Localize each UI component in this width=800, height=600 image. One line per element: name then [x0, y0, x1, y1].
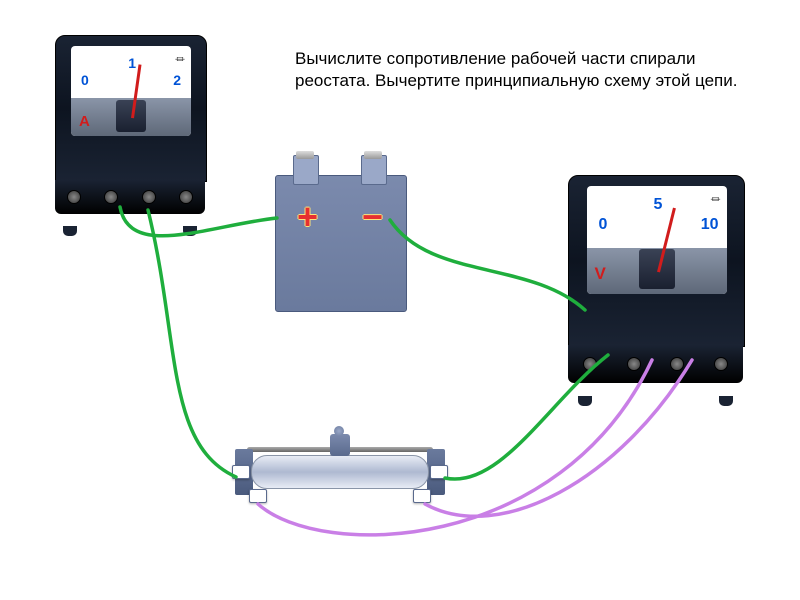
voltmeter-body: ⏛ 0 5 10 V [568, 175, 745, 347]
rheostat-slider [330, 434, 350, 456]
ammeter-scale-max: 2 [173, 72, 181, 88]
battery-minus-sign: − [362, 196, 383, 238]
rheostat-terminal [249, 489, 267, 503]
problem-text: Вычислите сопротивление рабочей части сп… [295, 48, 745, 92]
ammeter-body: ⏛ 0 1 2 A [55, 35, 207, 182]
rheostat-tube [251, 455, 429, 489]
battery-body [275, 175, 407, 312]
ammeter-terminal [179, 190, 193, 204]
rheostat-terminal [430, 465, 448, 479]
voltmeter-scale-mid: 5 [653, 196, 662, 214]
battery: + − [275, 150, 405, 310]
ammeter-terminal [67, 190, 81, 204]
voltmeter-terminal [714, 357, 728, 371]
rheostat-terminal [413, 489, 431, 503]
wire-green [390, 220, 585, 310]
voltmeter-terminal [670, 357, 684, 371]
voltmeter-base [568, 345, 743, 383]
battery-terminal-negative [361, 155, 387, 185]
ammeter-terminal [104, 190, 118, 204]
voltmeter: ⏛ 0 5 10 V [568, 175, 743, 400]
voltmeter-face: ⏛ 0 5 10 V [587, 186, 727, 294]
rheostat-terminal [232, 465, 250, 479]
voltmeter-terminal [627, 357, 641, 371]
wire-green [148, 210, 236, 477]
voltmeter-type-letter: V [595, 264, 606, 284]
ammeter-base [55, 180, 205, 214]
ammeter-type-letter: A [79, 113, 90, 130]
rheostat [235, 437, 445, 499]
voltmeter-scale-max: 10 [701, 216, 719, 234]
ammeter-terminal [142, 190, 156, 204]
battery-terminal-positive [293, 155, 319, 185]
ammeter-face: ⏛ 0 1 2 A [71, 46, 191, 136]
voltmeter-scale-0: 0 [599, 216, 608, 234]
ammeter: ⏛ 0 1 2 A [55, 35, 205, 230]
ammeter-scale-0: 0 [81, 72, 89, 88]
ammeter-scale-mid: 1 [128, 55, 136, 71]
battery-plus-sign: + [297, 196, 318, 238]
voltmeter-terminal [583, 357, 597, 371]
